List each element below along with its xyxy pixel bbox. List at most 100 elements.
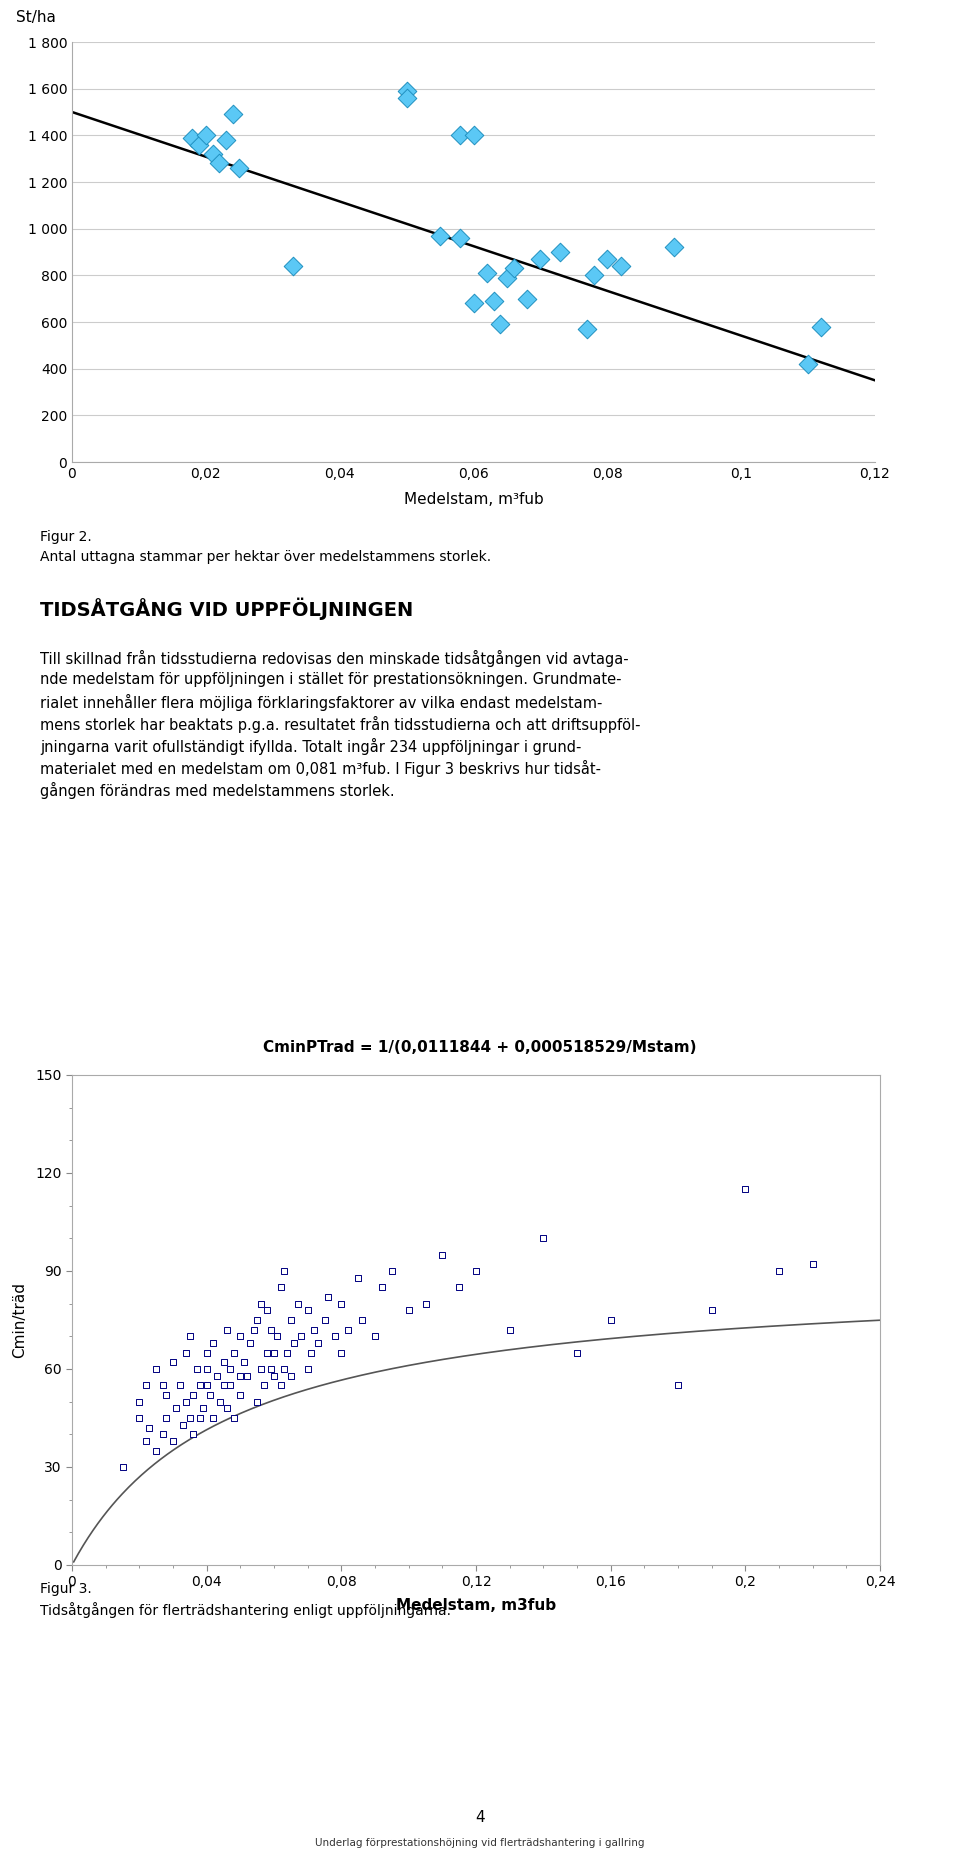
Point (216, 1371, 231, 1401)
Point (232, 1321, 248, 1350)
Y-axis label: Cmin/träd: Cmin/träd (12, 1282, 27, 1358)
Point (276, 1256, 292, 1286)
Point (266, 1362, 281, 1391)
Point (236, 1347, 252, 1376)
Point (165, 1347, 180, 1376)
Point (310, 1328, 325, 1358)
Point (252, 1289, 268, 1319)
Text: Figur 2.: Figur 2. (40, 531, 92, 544)
Point (185, 1380, 201, 1410)
Point (303, 1337, 319, 1367)
Point (132, 1402, 147, 1432)
Point (341, 1315, 356, 1345)
Point (536, 1224, 551, 1254)
Point (179, 1337, 194, 1367)
Point (156, 1419, 171, 1449)
Text: Underlag förprestationshöjning vid flerträdshantering i gallring: Underlag förprestationshöjning vid flert… (315, 1838, 645, 1848)
Point (569, 1337, 585, 1367)
Point (327, 1321, 343, 1350)
Point (519, 284, 535, 313)
Point (492, 310, 508, 339)
Point (199, 1337, 214, 1367)
Point (169, 1393, 184, 1423)
Point (132, 1388, 147, 1417)
Point (321, 1282, 336, 1311)
Point (399, 76, 415, 106)
Point (270, 1321, 285, 1350)
Point (290, 1289, 305, 1319)
Point (192, 1371, 207, 1401)
Point (670, 1371, 685, 1401)
Point (250, 1388, 265, 1417)
Point (142, 1414, 157, 1443)
Point (225, 100, 240, 130)
Point (138, 1426, 154, 1456)
Point (172, 1371, 187, 1401)
X-axis label: Medelstam, m³fub: Medelstam, m³fub (403, 492, 543, 506)
Point (158, 1402, 174, 1432)
Point (263, 1315, 278, 1345)
Point (613, 250, 629, 280)
Point (432, 221, 447, 250)
Point (198, 121, 213, 150)
Point (771, 1256, 786, 1286)
Point (209, 1362, 225, 1391)
Text: gången förändras med medelstammens storlek.: gången förändras med medelstammens storl… (40, 783, 395, 800)
Point (216, 1347, 231, 1376)
Point (266, 1337, 281, 1367)
Point (184, 122, 200, 152)
Point (250, 1306, 265, 1336)
Point (499, 263, 515, 293)
Point (243, 1328, 258, 1358)
Text: mens storlek har beaktats p.g.a. resultatet från tidsstudierna och att driftsupp: mens storlek har beaktats p.g.a. resulta… (40, 716, 640, 733)
Text: CminPTrad = 1/(0,0111844 + 0,000518529/Mstam): CminPTrad = 1/(0,0111844 + 0,000518529/M… (263, 1041, 697, 1055)
Point (138, 1371, 154, 1401)
Point (506, 254, 521, 284)
Point (176, 1410, 191, 1439)
Point (306, 1315, 322, 1345)
Point (283, 1306, 299, 1336)
Point (384, 1256, 399, 1286)
Point (182, 1321, 198, 1350)
Point (226, 1402, 241, 1432)
Point (801, 349, 816, 378)
Point (466, 121, 481, 150)
Point (418, 1289, 433, 1319)
Point (704, 1295, 719, 1324)
Point (189, 1354, 204, 1384)
Point (232, 1362, 248, 1391)
Point (401, 1295, 417, 1324)
Point (666, 232, 682, 262)
Point (300, 1354, 315, 1384)
Point (286, 1328, 301, 1358)
Point (211, 148, 227, 178)
Point (283, 1362, 299, 1391)
Point (368, 1321, 383, 1350)
Point (192, 1402, 207, 1432)
Point (468, 1256, 484, 1286)
Point (452, 121, 468, 150)
Point (223, 1354, 238, 1384)
Point (479, 258, 494, 288)
Point (115, 1452, 131, 1482)
Point (158, 1380, 174, 1410)
Point (252, 1354, 268, 1384)
Point (399, 83, 415, 113)
Point (199, 1371, 214, 1401)
Point (218, 124, 233, 154)
Point (259, 1337, 275, 1367)
Point (246, 1315, 261, 1345)
Point (603, 1306, 618, 1336)
Point (182, 1402, 198, 1432)
Point (354, 1306, 370, 1336)
Point (231, 154, 247, 184)
Point (533, 245, 548, 275)
Point (223, 1371, 238, 1401)
Text: Tidsåtgången för flerträdshantering enligt uppföljningarna.: Tidsåtgången för flerträdshantering enli… (40, 1603, 451, 1618)
Point (805, 1250, 821, 1280)
Point (196, 1393, 211, 1423)
Text: Till skillnad från tidsstudierna redovisas den minskade tidsåtgången vid avtaga-: Till skillnad från tidsstudierna redovis… (40, 649, 629, 668)
Text: jningarna varit ofullständigt ifyllda. Totalt ingår 234 uppföljningar i grund-: jningarna varit ofullständigt ifyllda. T… (40, 738, 582, 755)
Point (219, 1393, 234, 1423)
Point (293, 1321, 308, 1350)
